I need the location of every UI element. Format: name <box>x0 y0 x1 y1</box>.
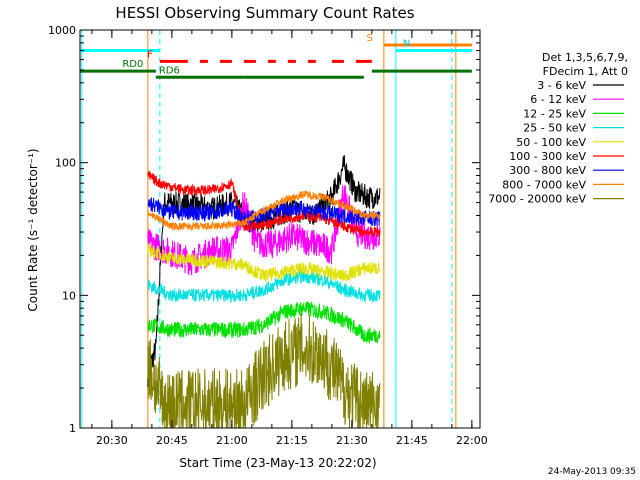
plot-content <box>80 30 472 428</box>
legend-label-5: 100 - 300 keV <box>509 150 586 163</box>
x-tick-label-0: 20:30 <box>96 434 128 447</box>
x-tick-label-2: 21:00 <box>216 434 248 447</box>
status-label-rd6: RD6 <box>159 65 180 76</box>
timestamp-label: 24-May-2013 09:35 <box>548 467 636 477</box>
series-line-6 <box>147 197 381 228</box>
plot-frame <box>79 29 481 429</box>
legend-label-2: 12 - 25 keV <box>523 107 586 120</box>
y-tick-label-3: 1000 <box>48 24 76 37</box>
series-line-4 <box>147 243 381 283</box>
legend-title-line-1: FDecim 1, Att 0 <box>543 65 628 78</box>
plot-area: N S F RD0 RD6 <box>80 30 472 428</box>
series-line-3 <box>147 269 381 304</box>
x-tick-label-5: 21:45 <box>396 434 428 447</box>
y-axis-label: Count Rate (s⁻¹ detector⁻¹) <box>26 148 40 311</box>
status-label-n: N <box>403 39 410 50</box>
y-tick-label-1: 10 <box>62 289 76 302</box>
legend-label-3: 25 - 50 keV <box>523 122 586 135</box>
legend-label-0: 3 - 6 keV <box>537 79 586 92</box>
status-label-f: F <box>147 49 153 60</box>
x-tick-label-6: 22:00 <box>456 434 488 447</box>
chart-title: HESSI Observing Summary Count Rates <box>115 4 414 22</box>
series-line-2 <box>147 301 381 344</box>
legend: Det 1,3,5,6,7,9,FDecim 1, Att 03 - 6 keV… <box>488 51 628 206</box>
axes: 1 10 100 1000 20:30 20:45 21:00 21:15 21:30 21:45… <box>48 24 488 447</box>
series-line-1 <box>147 185 381 276</box>
x-axis-label: Start Time (23-May-13 20:22:02) <box>179 456 376 470</box>
status-label-rd0: RD0 <box>122 59 143 70</box>
legend-label-8: 7000 - 20000 keV <box>488 193 586 206</box>
series-line-7 <box>147 190 381 232</box>
legend-label-1: 6 - 12 keV <box>530 93 586 106</box>
series-line-8 <box>147 313 381 428</box>
legend-label-7: 800 - 7000 keV <box>502 178 586 191</box>
x-tick-label-4: 21:30 <box>336 434 368 447</box>
x-tick-label-1: 20:45 <box>156 434 188 447</box>
x-tick-label-3: 21:15 <box>276 434 308 447</box>
legend-label-6: 300 - 800 keV <box>509 164 586 177</box>
y-tick-label-0: 1 <box>69 422 76 435</box>
status-label-s: S <box>367 33 373 44</box>
legend-title-line-0: Det 1,3,5,6,7,9, <box>542 51 628 64</box>
y-tick-label-2: 100 <box>55 157 76 170</box>
legend-label-4: 50 - 100 keV <box>516 136 586 149</box>
series-line-5 <box>147 170 381 238</box>
